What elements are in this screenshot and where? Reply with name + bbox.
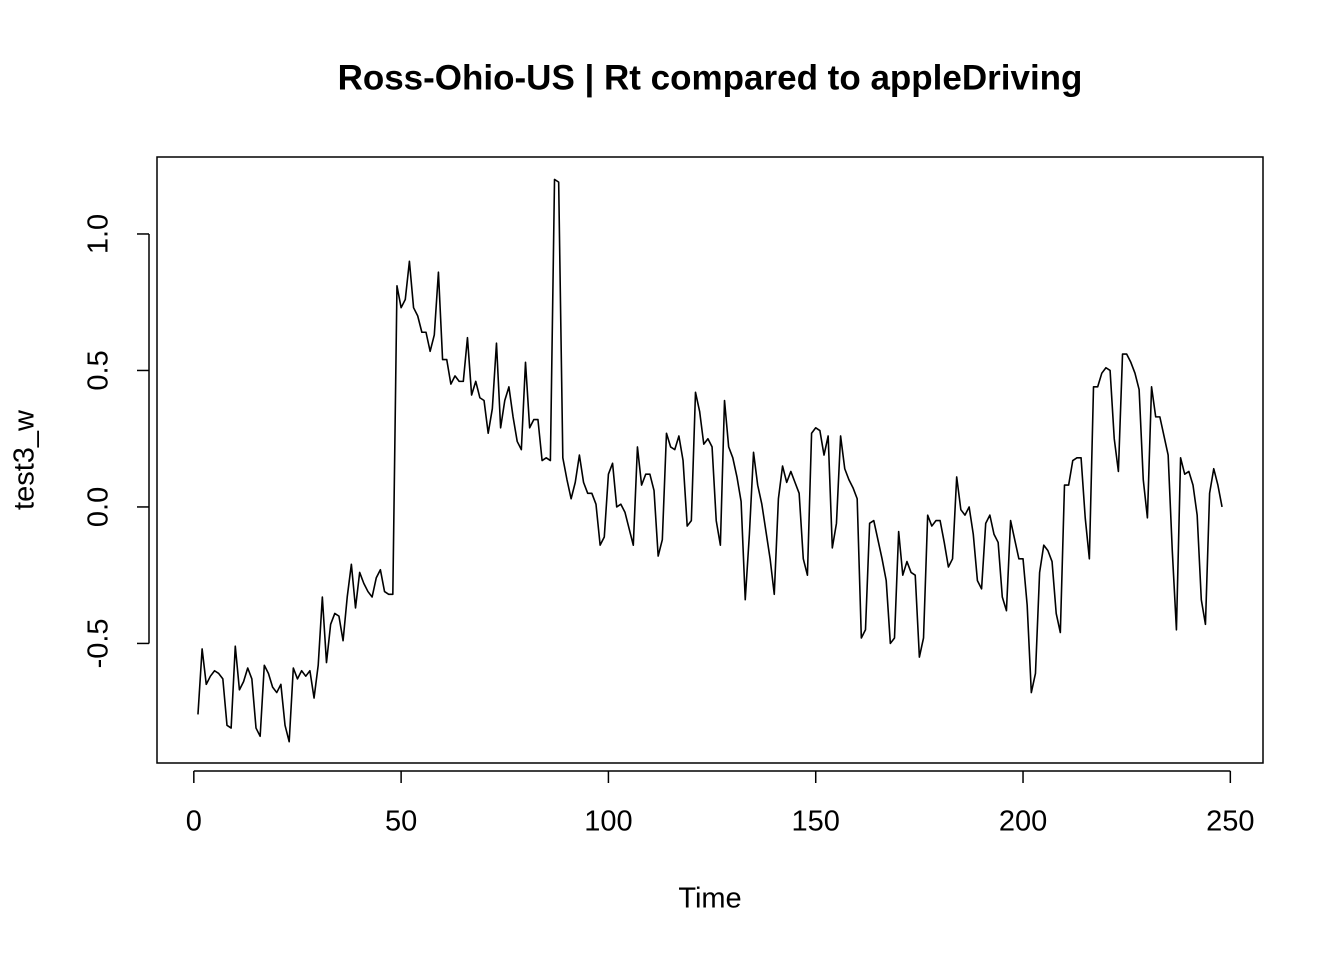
plot-frame	[156, 156, 1264, 764]
y-tick-label: 1.0	[83, 214, 115, 254]
x-tick-label: 150	[792, 806, 840, 838]
x-tick-label: 250	[1206, 806, 1254, 838]
y-tick-label: -0.5	[83, 618, 115, 668]
x-tick-label: 50	[385, 806, 417, 838]
x-tick-label: 100	[584, 806, 632, 838]
y-tick-label: 0.0	[83, 487, 115, 527]
data-line	[197, 178, 1223, 743]
x-axis-label: Time	[678, 883, 741, 915]
y-axis-label: test3_w	[9, 409, 41, 510]
x-tick-label: 200	[999, 806, 1047, 838]
y-tick-label: 0.5	[83, 350, 115, 390]
chart-title: Ross-Ohio-US | Rt compared to appleDrivi…	[338, 58, 1083, 97]
x-tick-label: 0	[186, 806, 202, 838]
